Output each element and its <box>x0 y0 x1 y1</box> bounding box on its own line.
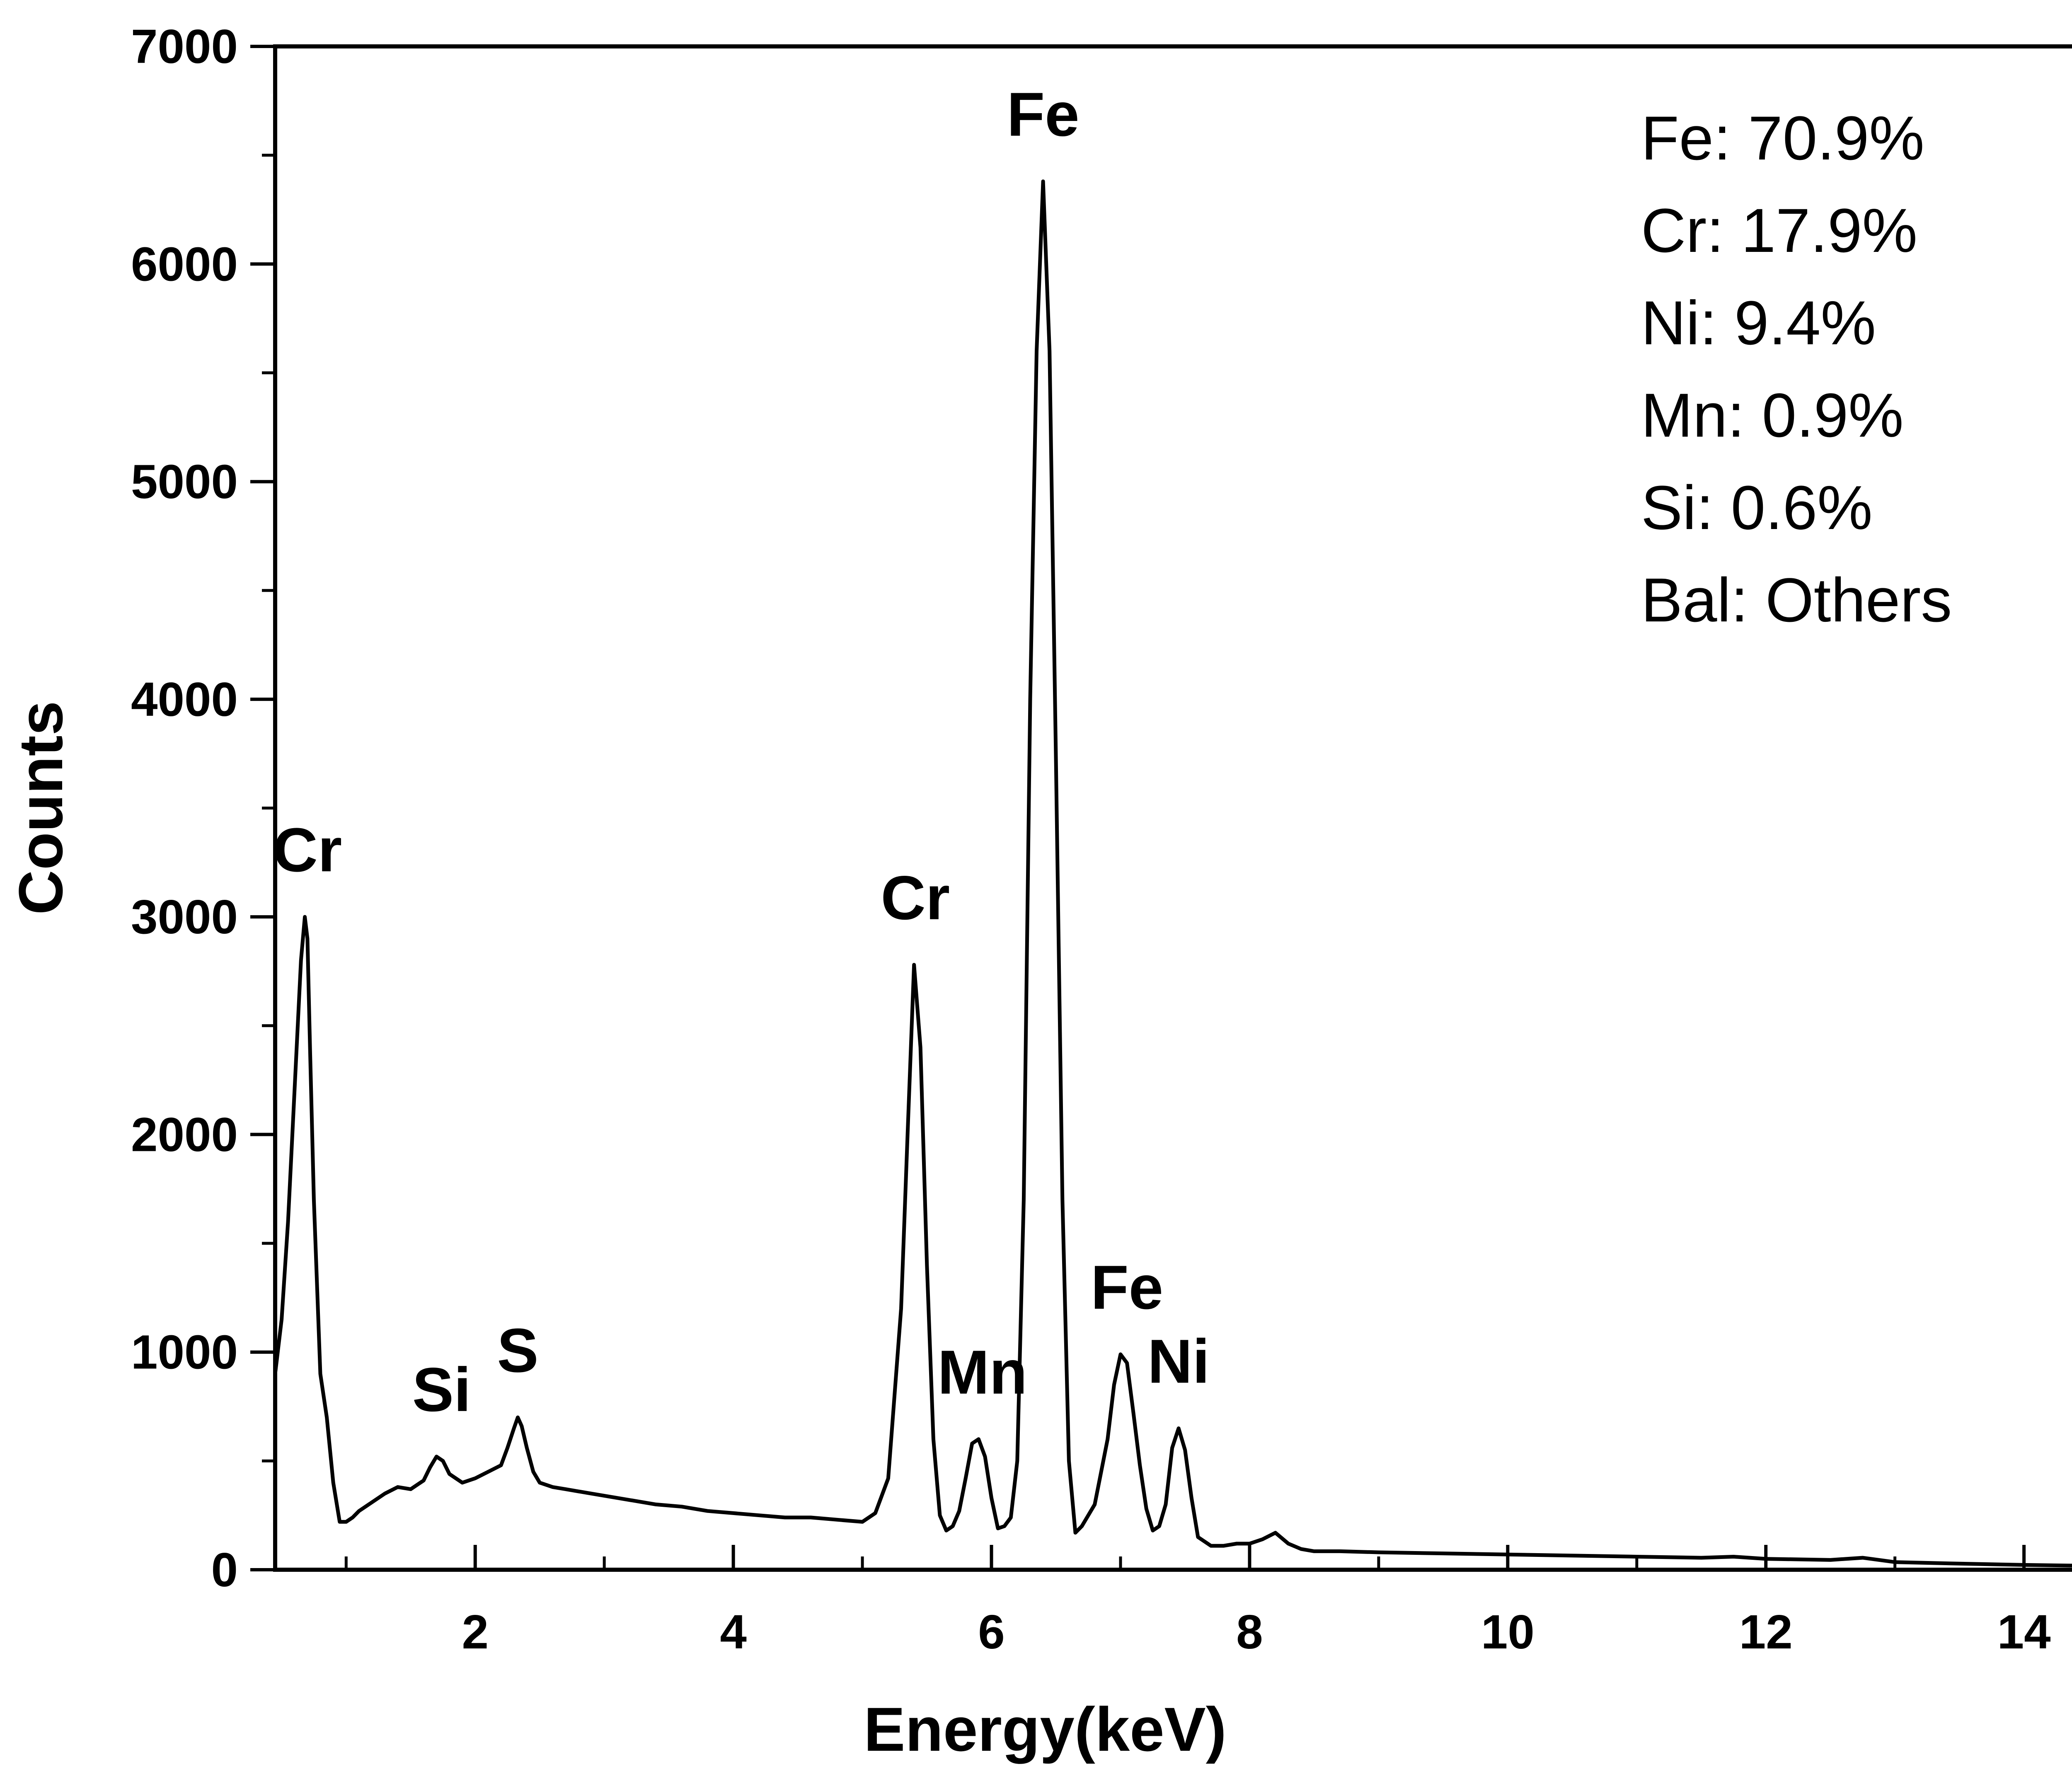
x-tick-label: 8 <box>1236 1605 1263 1659</box>
y-tick-label: 3000 <box>131 890 238 944</box>
y-tick-label: 7000 <box>131 19 238 73</box>
x-tick-label: 4 <box>720 1605 747 1659</box>
spectrum-line <box>273 179 2072 1568</box>
peak-label-cr: Cr <box>273 815 342 885</box>
composition-line: Ni: 9.4% <box>1641 288 1876 358</box>
peak-label-fe: Fe <box>1007 80 1080 149</box>
composition-line: Cr: 17.9% <box>1641 196 1917 265</box>
peak-label-cr: Cr <box>881 863 950 933</box>
y-axis-title: Counts <box>6 701 75 915</box>
composition-box: Fe: 70.9% Cr: 17.9% Ni: 9.4% Mn: 0.9% Si: 0.… <box>1641 103 1952 635</box>
composition-line: Fe: 70.9% <box>1641 103 1924 173</box>
x-tick-label: 6 <box>978 1605 1005 1659</box>
peak-label-fe: Fe <box>1091 1252 1163 1322</box>
x-tick-label: 12 <box>1739 1605 1793 1659</box>
peak-label-si: Si <box>412 1355 471 1424</box>
composition-line: Bal: Others <box>1641 565 1952 635</box>
y-tick-label: 2000 <box>131 1107 238 1161</box>
x-tick-label: 2 <box>462 1605 489 1659</box>
peak-label-mn: Mn <box>937 1337 1027 1407</box>
axis-tick-labels: 2 4 6 8 10 12 14 0 1000 2000 3000 4000 5000 6000 7000 <box>131 19 2051 1659</box>
x-tick-label: 14 <box>1997 1605 2051 1659</box>
y-tick-label: 1000 <box>131 1325 238 1379</box>
y-tick-label: 4000 <box>131 672 238 726</box>
peak-label-s: S <box>497 1315 538 1385</box>
x-axis-title: Energy(keV) <box>864 1694 1226 1764</box>
composition-line: Mn: 0.9% <box>1641 380 1904 450</box>
peak-label-ni: Ni <box>1147 1327 1210 1396</box>
y-tick-label: 6000 <box>131 237 238 291</box>
x-tick-label: 10 <box>1481 1605 1535 1659</box>
y-tick-label: 5000 <box>131 455 238 509</box>
composition-line: Si: 0.6% <box>1641 473 1873 542</box>
y-tick-label: 0 <box>211 1543 238 1597</box>
axis-ticks <box>250 45 2026 1571</box>
